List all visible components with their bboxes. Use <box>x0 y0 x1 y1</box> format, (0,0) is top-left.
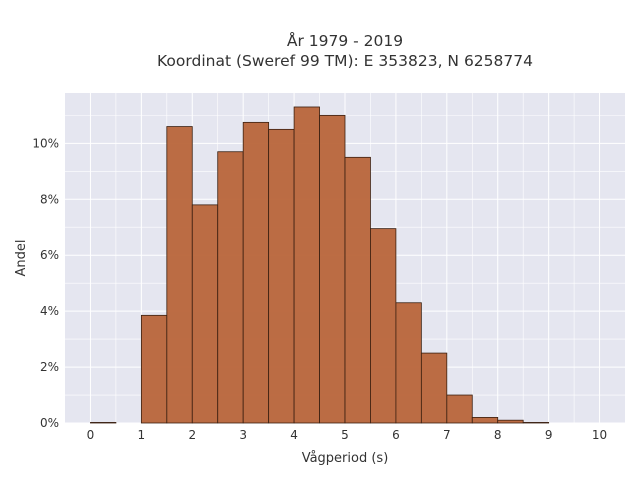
x-tick-label: 7 <box>443 428 451 442</box>
x-tick-label: 2 <box>188 428 196 442</box>
histogram-bar <box>446 394 473 424</box>
y-axis-label: Andel <box>14 240 29 277</box>
x-tick-label: 5 <box>341 428 349 442</box>
histogram-bar <box>140 314 168 424</box>
x-tick-label: 8 <box>494 428 502 442</box>
x-tick-label: 4 <box>290 428 298 442</box>
y-tick-label: 8% <box>40 192 59 206</box>
chart-title-line-1: År 1979 - 2019 <box>287 31 403 50</box>
histogram-bar <box>217 151 244 424</box>
x-tick-label: 3 <box>239 428 247 442</box>
chart-title-line-2: Koordinat (Sweref 99 TM): E 353823, N 62… <box>157 52 533 70</box>
histogram-bar <box>344 156 371 424</box>
y-tick-label: 4% <box>40 304 59 318</box>
y-tick-label: 2% <box>40 360 59 374</box>
histogram-bar <box>370 228 397 424</box>
x-tick-label: 10 <box>592 428 607 442</box>
histogram-bar <box>319 114 346 424</box>
y-tick-labels: 0% 2% 4% 6% 8% 10% <box>32 136 59 430</box>
x-tick-label: 0 <box>87 428 95 442</box>
x-axis-label: Vågperiod (s) <box>302 451 389 466</box>
bars <box>90 106 550 424</box>
histogram-bar <box>166 126 193 424</box>
x-tick-label: 1 <box>138 428 146 442</box>
histogram-bar <box>293 106 320 424</box>
x-tick-labels: 0 1 2 3 4 5 6 7 8 9 10 <box>87 428 608 442</box>
histogram-bar <box>522 422 550 424</box>
histogram-bar <box>395 302 422 424</box>
x-tick-label: 9 <box>545 428 553 442</box>
y-tick-label: 0% <box>40 416 59 430</box>
histogram-bar <box>420 352 448 424</box>
histogram-bar <box>191 204 219 424</box>
histogram-bar <box>471 417 499 424</box>
histogram-bar <box>242 121 270 424</box>
x-tick-label: 6 <box>392 428 400 442</box>
histogram-bar <box>268 128 295 424</box>
y-tick-label: 6% <box>40 248 59 262</box>
histogram-bar <box>497 419 524 424</box>
histogram-bar <box>90 422 117 424</box>
y-tick-label: 10% <box>32 136 59 150</box>
